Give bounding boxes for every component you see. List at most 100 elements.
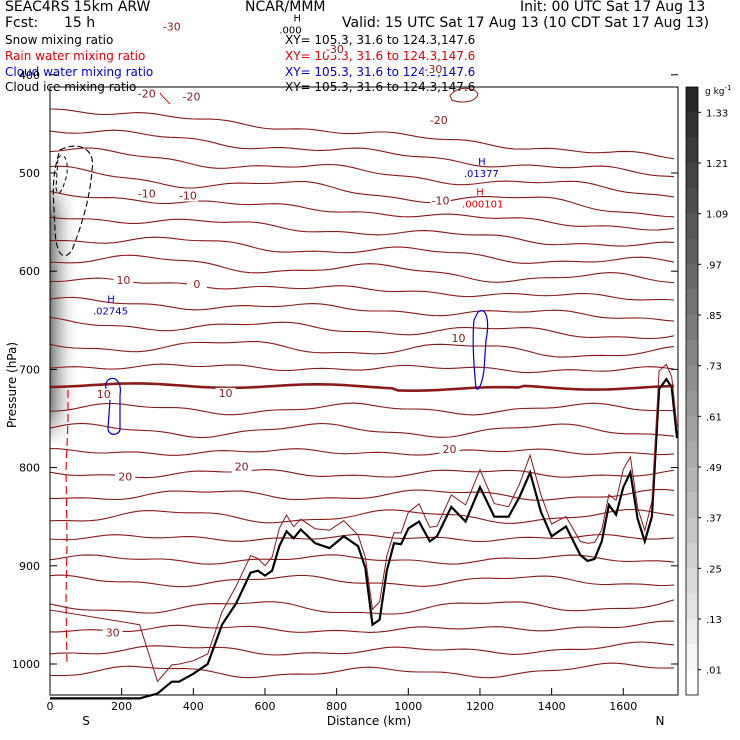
colorbar-swatch bbox=[686, 264, 698, 291]
isotherm-line bbox=[49, 129, 675, 178]
isotherm-line bbox=[49, 508, 675, 524]
x-tick-label: 400 bbox=[183, 700, 204, 713]
colorbar-swatch bbox=[686, 669, 698, 696]
maximum-marker: H bbox=[478, 157, 486, 168]
colorbar-swatch bbox=[686, 416, 698, 443]
colorbar-swatch bbox=[686, 391, 698, 417]
field-xy-snow: XY= 105.3, 31.6 to 124.3,147.6 bbox=[285, 33, 476, 47]
isotherm-line bbox=[49, 108, 675, 160]
y-tick-label: 400 bbox=[19, 69, 40, 82]
rain-contour bbox=[65, 390, 69, 666]
colorbar: 1.33 1.21 1.09 .97 .85 .73 .61 .49 .37 .25 .13 .01 bbox=[685, 86, 728, 696]
isotherm-label: 10 bbox=[451, 332, 465, 345]
isotherm-label: -10 bbox=[138, 188, 156, 201]
valid-time: Valid: 15 UTC Sat 17 Aug 13 (10 CDT Sat … bbox=[342, 15, 710, 31]
field-label-rain: Rain water mixing ratio bbox=[5, 49, 146, 63]
snow-contour bbox=[52, 145, 94, 257]
snow-contour-inner bbox=[55, 155, 68, 194]
isotherm-line bbox=[49, 574, 675, 588]
colorbar-swatch bbox=[686, 289, 698, 316]
cloud-water-contour-north bbox=[472, 310, 489, 390]
isotherm-label: 0 bbox=[193, 278, 200, 291]
label-background bbox=[430, 195, 451, 207]
x-tick-label: 1200 bbox=[466, 700, 494, 713]
isotherm-label: 20 bbox=[118, 470, 132, 483]
isotherm-label: 10 bbox=[219, 387, 233, 400]
x-tick-label: 800 bbox=[326, 700, 347, 713]
colorbar-swatch bbox=[686, 340, 698, 367]
maximum-value: .02745 bbox=[93, 306, 128, 317]
maximum-value: .000 bbox=[279, 26, 301, 37]
label-background bbox=[423, 63, 444, 75]
isotherm-label: 10 bbox=[116, 274, 130, 287]
maximum-marker: H bbox=[107, 294, 115, 305]
label-background bbox=[161, 21, 182, 33]
y-tick-label: 700 bbox=[19, 363, 40, 376]
isotherm-line bbox=[50, 620, 675, 633]
label-background bbox=[181, 91, 202, 103]
label-background bbox=[215, 387, 236, 399]
isotherm-line bbox=[49, 316, 675, 340]
colorbar-swatch bbox=[686, 619, 698, 645]
isotherm-line bbox=[49, 341, 675, 358]
colorbar-tick-label: .61 bbox=[706, 412, 722, 423]
colorbar-tick-label: .97 bbox=[706, 260, 722, 271]
label-background bbox=[177, 190, 198, 202]
maximum-value: .01377 bbox=[464, 169, 499, 180]
label-background bbox=[136, 88, 157, 100]
north-end-label: N bbox=[656, 714, 665, 728]
x-tick-label: 1600 bbox=[609, 700, 637, 713]
isotherm-label: -20 bbox=[430, 114, 448, 127]
surface-isotherm bbox=[49, 363, 678, 683]
colorbar-tick-label: .37 bbox=[706, 514, 722, 525]
init-time: Init: 00 UTC Sat 17 Aug 13 bbox=[520, 0, 706, 15]
field-label-cloud-water: Cloud water mixing ratio bbox=[5, 65, 154, 79]
isotherm-lines bbox=[49, 108, 675, 679]
isotherm-line bbox=[49, 469, 675, 479]
forecast-label: Fcst: bbox=[5, 15, 39, 31]
isotherm-line bbox=[49, 599, 675, 615]
terrain-layer bbox=[49, 363, 679, 700]
colorbar-swatch bbox=[686, 213, 698, 240]
y-tick-label: 800 bbox=[19, 462, 40, 475]
label-background bbox=[439, 443, 460, 455]
maximum-marker: H bbox=[294, 14, 302, 25]
isotherm-label: 20 bbox=[235, 461, 249, 474]
isotherm-line bbox=[49, 662, 675, 679]
upper-isotherm-loop bbox=[449, 87, 479, 103]
label-background bbox=[136, 188, 157, 200]
colorbar-frame bbox=[685, 86, 699, 696]
isotherm-line bbox=[49, 236, 675, 264]
isotherm-line bbox=[49, 422, 675, 439]
x-tick-label: 0 bbox=[47, 700, 54, 713]
y-tick-label: 600 bbox=[19, 265, 40, 278]
forecast-hours: 15 h bbox=[64, 15, 96, 31]
isotherm-line bbox=[49, 165, 675, 218]
x-tick-label: 1400 bbox=[538, 700, 566, 713]
isotherm-label: 30 bbox=[106, 627, 120, 640]
isotherm-line bbox=[49, 402, 675, 416]
isotherm-line bbox=[49, 533, 675, 543]
colorbar-tick-label: 1.09 bbox=[706, 210, 728, 221]
contour-labels: -75.67-70-50-40-40-30-30-30-20-20-20-10-… bbox=[93, 14, 503, 640]
colorbar-swatch bbox=[686, 441, 698, 468]
isotherm-label: 20 bbox=[443, 443, 457, 456]
isotherm-label: -10 bbox=[432, 194, 450, 207]
isotherm-line bbox=[49, 448, 675, 456]
colorbar-tick-label: .49 bbox=[706, 463, 722, 474]
field-label-snow: Snow mixing ratio bbox=[5, 33, 114, 47]
isotherm-label: -20 bbox=[183, 90, 201, 103]
isotherm-line bbox=[49, 277, 675, 301]
zero-degree-isotherm bbox=[49, 382, 675, 392]
label-background bbox=[428, 114, 449, 126]
label-background bbox=[113, 274, 134, 286]
cloud-water-contour-south bbox=[105, 377, 121, 435]
colorbar-tick-label: .73 bbox=[706, 362, 722, 373]
field-xy-cloud-water: XY= 105.3, 31.6 to 124.3,147.6 bbox=[285, 65, 476, 79]
label-background bbox=[231, 461, 252, 473]
colorbar-swatch bbox=[686, 315, 698, 341]
terrain-line bbox=[50, 377, 679, 700]
colorbar-tick-label: .01 bbox=[706, 666, 722, 677]
colorbar-swatch bbox=[686, 543, 698, 569]
